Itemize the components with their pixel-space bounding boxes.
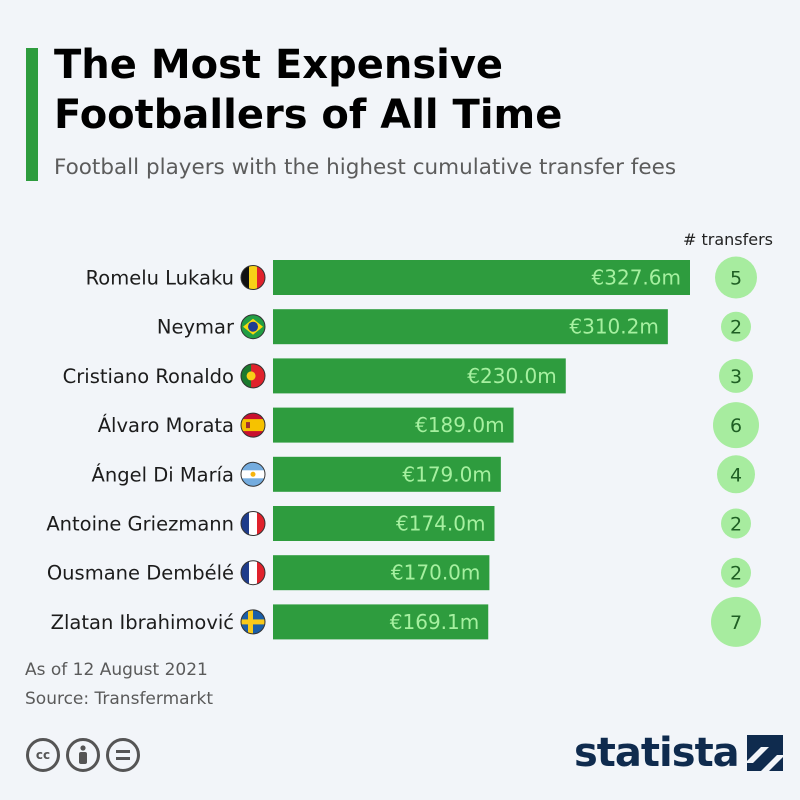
player-name: Ousmane Dembélé (47, 562, 234, 585)
player-name: Antoine Griezmann (46, 513, 234, 536)
bar (273, 506, 495, 541)
flag-icon (241, 413, 265, 438)
value-label: €170.0m (391, 561, 480, 585)
flag-icon (241, 265, 265, 290)
title-line-2: Footballers of All Time (54, 92, 563, 138)
value-label: €310.2m (569, 315, 658, 339)
transfer-bubble (721, 557, 751, 588)
source-note: Source: Transfermarkt (25, 689, 214, 709)
player-name: Zlatan Ibrahimović (51, 611, 234, 634)
logo-mark-icon (746, 735, 783, 771)
date-note: As of 12 August 2021 (25, 660, 208, 680)
title-line-1: The Most Expensive (54, 42, 504, 88)
transfer-count: 3 (730, 366, 742, 388)
bar (273, 407, 514, 443)
transfer-count: 2 (730, 563, 742, 585)
value-label: €179.0m (402, 462, 491, 486)
bar (273, 260, 690, 295)
transfer-count: 2 (730, 317, 742, 339)
transfer-count: 2 (730, 514, 742, 536)
transfer-bubble (713, 402, 759, 449)
transfer-count: 6 (730, 415, 742, 437)
bar (273, 555, 490, 591)
accent-bar (26, 48, 38, 181)
statista-logo[interactable]: statista (574, 728, 783, 778)
transfer-count: 4 (730, 464, 742, 486)
flag-icon (241, 609, 265, 634)
cc-icon[interactable]: cc (26, 738, 60, 772)
transfer-bubble (711, 596, 761, 647)
value-label: €230.0m (467, 364, 556, 388)
player-name: Álvaro Morata (98, 414, 234, 437)
value-label: €189.0m (415, 413, 504, 437)
value-label: €327.6m (592, 266, 681, 290)
transfer-count: 7 (730, 612, 742, 634)
transfer-count: 5 (730, 268, 742, 290)
transfer-bubble (721, 508, 751, 539)
player-name: Neymar (157, 316, 235, 339)
player-name: Cristiano Ronaldo (63, 365, 234, 388)
bar (273, 456, 501, 492)
chart-subtitle: Football players with the highest cumula… (54, 155, 677, 180)
by-icon[interactable] (66, 738, 100, 772)
value-label: €174.0m (396, 512, 485, 536)
flag-icon (241, 560, 265, 585)
bar (273, 358, 566, 394)
player-name: Romelu Lukaku (86, 267, 234, 290)
flag-icon (241, 462, 265, 487)
transfers-header: # transfers (683, 230, 773, 249)
transfer-bubble (715, 256, 757, 299)
flag-icon (241, 511, 265, 536)
flag-icon (241, 363, 265, 388)
chart-title: The Most Expensive Footballers of All Ti… (54, 40, 562, 140)
flag-icon (241, 314, 265, 339)
nd-icon[interactable] (106, 738, 140, 772)
player-name: Ángel Di María (92, 463, 234, 486)
transfer-bubble (719, 358, 753, 393)
transfer-bubble (717, 455, 755, 494)
bar (273, 309, 668, 345)
bar (273, 604, 489, 640)
license-icons: cc (26, 738, 140, 772)
value-label: €169.1m (390, 610, 479, 634)
transfer-bubble (721, 311, 751, 342)
logo-text: statista (574, 730, 740, 776)
